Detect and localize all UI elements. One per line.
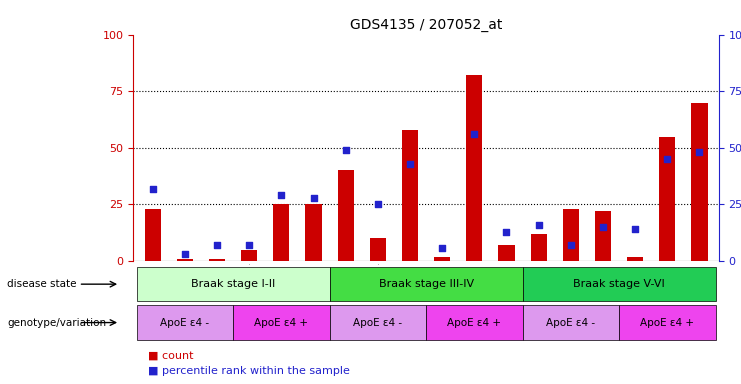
Point	[694, 149, 705, 156]
Bar	[426, 305, 522, 340]
Text: disease state: disease state	[7, 279, 77, 289]
Text: ■ count: ■ count	[148, 350, 193, 360]
Point	[276, 192, 288, 199]
Bar	[627, 257, 643, 261]
Point	[436, 245, 448, 251]
Text: ApoE ε4 -: ApoE ε4 -	[546, 318, 595, 328]
Bar	[619, 305, 716, 340]
Bar	[522, 305, 619, 340]
Point	[372, 201, 384, 207]
Bar	[466, 75, 482, 261]
Bar	[330, 267, 522, 301]
Bar	[522, 267, 716, 301]
Bar	[338, 170, 353, 261]
Text: ApoE ε4 -: ApoE ε4 -	[160, 318, 210, 328]
Text: Braak stage I-II: Braak stage I-II	[191, 279, 275, 289]
Bar	[144, 209, 161, 261]
Text: ApoE ε4 -: ApoE ε4 -	[353, 318, 402, 328]
Bar	[434, 257, 451, 261]
Text: ApoE ε4 +: ApoE ε4 +	[448, 318, 502, 328]
Text: genotype/variation: genotype/variation	[7, 318, 107, 328]
Bar	[136, 267, 330, 301]
Bar	[562, 209, 579, 261]
Point	[662, 156, 674, 162]
Text: ApoE ε4 +: ApoE ε4 +	[640, 318, 694, 328]
Point	[468, 131, 480, 137]
Bar	[659, 136, 675, 261]
Point	[404, 161, 416, 167]
Bar	[499, 245, 514, 261]
Bar	[402, 130, 418, 261]
Bar	[136, 305, 233, 340]
Bar	[241, 250, 257, 261]
Bar	[691, 103, 708, 261]
Point	[211, 242, 223, 248]
Bar	[273, 204, 290, 261]
Bar	[370, 238, 386, 261]
Text: ■ percentile rank within the sample: ■ percentile rank within the sample	[148, 366, 350, 376]
Point	[339, 147, 351, 153]
Bar	[595, 211, 611, 261]
Point	[597, 224, 609, 230]
Bar	[233, 305, 330, 340]
Point	[565, 242, 576, 248]
Bar	[209, 259, 225, 261]
Bar	[305, 204, 322, 261]
Bar	[177, 259, 193, 261]
Text: ApoE ε4 +: ApoE ε4 +	[254, 318, 308, 328]
Bar	[330, 305, 426, 340]
Point	[533, 222, 545, 228]
Point	[147, 185, 159, 192]
Title: GDS4135 / 207052_at: GDS4135 / 207052_at	[350, 18, 502, 32]
Bar	[531, 234, 547, 261]
Point	[501, 228, 513, 235]
Point	[243, 242, 255, 248]
Point	[179, 251, 190, 257]
Point	[308, 195, 319, 201]
Text: Braak stage V-VI: Braak stage V-VI	[574, 279, 665, 289]
Point	[629, 226, 641, 232]
Text: Braak stage III-IV: Braak stage III-IV	[379, 279, 473, 289]
